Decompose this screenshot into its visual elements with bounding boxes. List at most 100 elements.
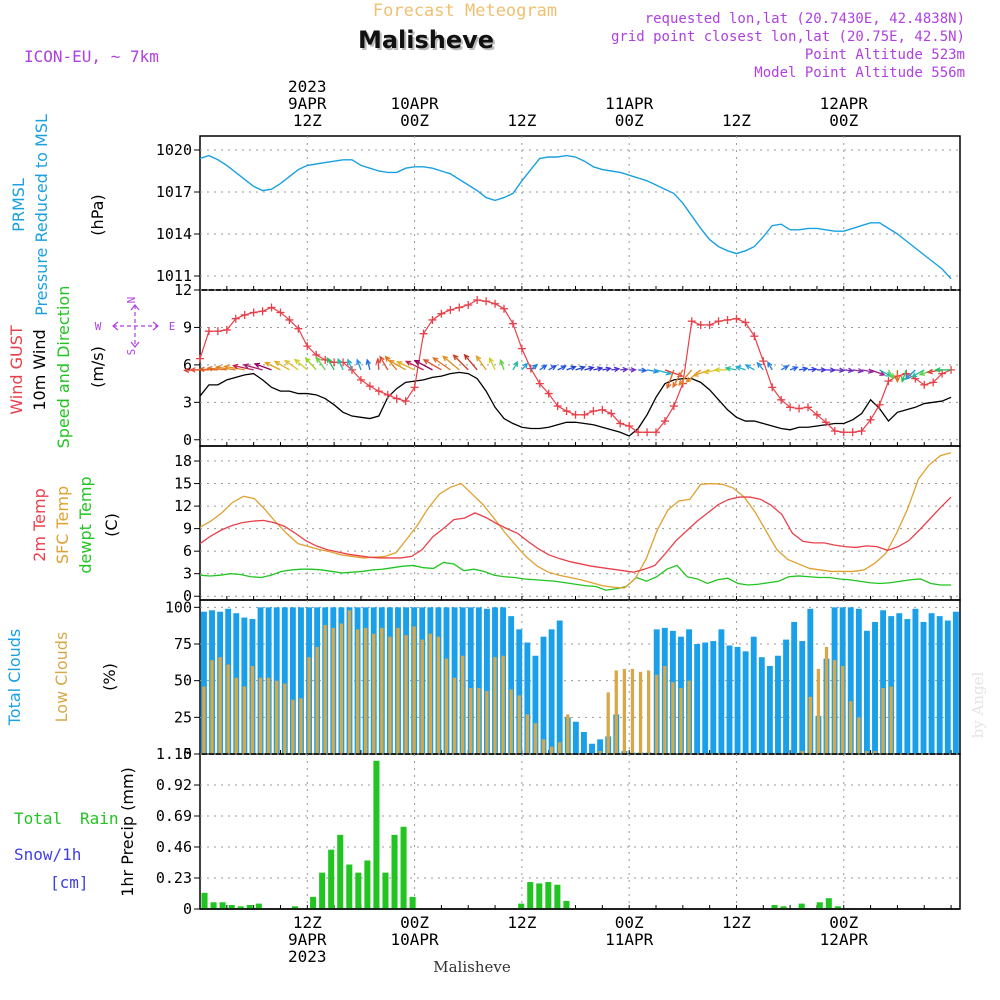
ytick-label-temperature: 15	[174, 475, 192, 493]
total-cloud-bar	[702, 642, 709, 754]
wind-arrow	[488, 356, 496, 371]
precip-bar	[834, 906, 841, 909]
low-cloud-bar	[558, 742, 562, 754]
gust-marker	[392, 394, 401, 403]
wind-arrow	[756, 361, 764, 371]
low-cloud-bar	[210, 660, 214, 754]
clouds-unit: (%)	[100, 663, 119, 691]
compass-west: W	[95, 320, 102, 333]
wind-arrow-head	[189, 367, 196, 373]
gust-marker	[714, 317, 723, 326]
wind-arrow-shaft	[316, 357, 326, 371]
low-cloud-bar	[509, 689, 513, 754]
wind-arrow-shaft	[326, 357, 335, 371]
precip-bar	[291, 906, 299, 909]
wind-arrow-shaft	[224, 365, 245, 371]
ytick-label-precipitation: 0.69	[156, 807, 192, 825]
wind-arrow-head	[337, 357, 343, 365]
wind-arrow-shaft	[216, 366, 236, 371]
wind-arrow	[283, 359, 299, 371]
total-cloud-bar	[783, 639, 790, 754]
wind-speed-dir-label: Speed and Direction	[54, 286, 73, 449]
bottom-time-label: 12Z	[293, 913, 322, 932]
wind-arrow-shaft	[901, 369, 907, 382]
requested-coords: requested lon,lat (20.7430E, 42.4838N)	[645, 11, 965, 27]
top-time-label: 00Z	[829, 111, 858, 130]
gust-marker	[240, 310, 249, 319]
ytick-label-temperature: 0	[183, 587, 192, 605]
wind-arrow-head	[692, 371, 699, 377]
wind-arrow-shaft	[243, 364, 263, 371]
wind-arrow-shaft	[646, 369, 659, 373]
low-cloud-bar	[646, 670, 651, 754]
low-cloud-bar	[485, 690, 489, 754]
watermark: by Angel	[969, 671, 987, 738]
wind-arrow-head	[713, 367, 721, 373]
precip-bar	[798, 903, 805, 909]
precip-bar	[346, 864, 353, 909]
top-time-label: 12Z	[507, 111, 536, 130]
precip-bar	[563, 900, 570, 909]
wind-arrow	[734, 365, 746, 371]
gust-marker	[517, 344, 526, 353]
bottom-time-label: 12Z	[507, 913, 536, 932]
low-cloud-bar	[396, 627, 400, 754]
gust-marker	[303, 342, 312, 351]
gust-marker	[491, 299, 500, 308]
wind-arrow-shaft	[905, 369, 916, 380]
temp-sfc-label: SFC Temp	[53, 486, 72, 564]
bottom-time-label: 12Z	[722, 913, 751, 932]
gust-marker	[580, 410, 589, 419]
wind-arrow-shaft	[423, 359, 442, 371]
top-time-label: 12Z	[293, 111, 322, 130]
footer-location: Malisheve	[433, 958, 511, 976]
wind-arrow-shaft	[672, 369, 684, 388]
total-cloud-bar	[912, 608, 919, 754]
wind-arrow-head	[756, 361, 763, 368]
pressure-unit: (hPa)	[88, 194, 107, 235]
precip-bar	[237, 906, 244, 909]
wind-arrow-shaft	[666, 369, 675, 389]
gust-marker	[196, 354, 204, 363]
wind-arrow-shaft	[843, 369, 853, 372]
ytick-label-wind: 9	[183, 318, 192, 336]
wind-arrow	[678, 369, 693, 386]
total-cloud-bar	[936, 616, 943, 754]
low-cloud-bar	[606, 692, 610, 754]
gust-marker	[508, 319, 517, 328]
low-cloud-bar	[533, 723, 538, 754]
wind-arrow	[638, 367, 648, 373]
low-cloud-bar	[614, 670, 618, 754]
wind-arrow-head	[829, 367, 837, 373]
gust-marker	[356, 375, 365, 384]
ytick-label-wind: 6	[183, 356, 192, 374]
wind-gust-label: Wind GUST	[7, 325, 26, 415]
precip-bar	[825, 898, 832, 909]
low-cloud-bar	[841, 666, 845, 754]
wind-arrow-head	[847, 367, 855, 374]
total-cloud-bar	[734, 646, 741, 754]
wind-arrow	[713, 367, 728, 373]
low-cloud-bar	[679, 688, 683, 754]
precip-bar	[255, 903, 262, 909]
wind-arrow-head	[463, 353, 470, 360]
wind-arrow	[744, 364, 755, 371]
precip-bar	[554, 884, 561, 909]
wind-arrow-head	[326, 356, 332, 364]
gust-marker	[204, 327, 213, 336]
ytick-label-pressure: 1011	[156, 267, 192, 285]
gust-marker	[857, 427, 866, 436]
compass-south: S	[125, 349, 138, 356]
top-time-label: 12APR	[820, 94, 869, 113]
ytick-label-clouds: 100	[165, 598, 192, 616]
gust-marker	[821, 418, 830, 427]
gust-marker	[875, 400, 884, 409]
low-cloud-bar	[315, 646, 319, 754]
wind-arrow	[396, 361, 415, 371]
top-time-label: 00Z	[400, 111, 429, 130]
wind-arrow-shaft	[566, 366, 576, 371]
ytick-label-clouds: 50	[174, 672, 192, 690]
total-cloud-bar	[467, 607, 474, 754]
ytick-label-precipitation: 0.92	[156, 776, 192, 794]
wind-arrow-shaft	[879, 369, 891, 377]
